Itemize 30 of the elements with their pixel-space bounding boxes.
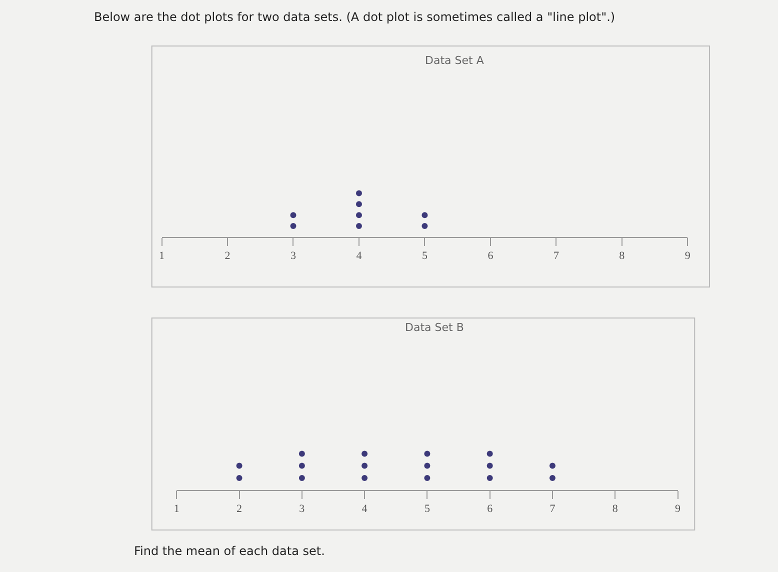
chart-title: Data Set A xyxy=(425,54,484,67)
point xyxy=(356,223,362,230)
point xyxy=(290,223,296,230)
x-tick-label: 8 xyxy=(612,503,618,516)
x-tick-label: 7 xyxy=(550,503,556,516)
x-tick-label: 9 xyxy=(675,503,682,516)
x-tick-label: 3 xyxy=(299,503,306,516)
x-tick-label: 5 xyxy=(422,250,428,262)
x-tick-label: 4 xyxy=(356,250,362,262)
x-tick-label: 2 xyxy=(224,250,230,262)
x-tick-label: 5 xyxy=(424,503,430,516)
point xyxy=(290,212,296,218)
x-tick-label: 8 xyxy=(619,250,626,262)
x-tick-label: 6 xyxy=(487,503,494,516)
x-tick-label: 4 xyxy=(362,503,368,516)
point xyxy=(356,201,362,208)
x-tick-label: 1 xyxy=(174,503,180,516)
point xyxy=(422,223,428,230)
text: Below are the dot plots for two data sets. (A dot plot is sometimes called a "line plot".) xyxy=(94,10,616,24)
chart-title: Data Set B xyxy=(405,321,464,334)
point xyxy=(356,190,362,196)
point xyxy=(356,212,362,218)
x-tick-label: 2 xyxy=(236,503,242,516)
point xyxy=(422,212,428,218)
x-tick-label: 1 xyxy=(159,250,165,262)
x-tick-label: 9 xyxy=(684,250,691,262)
text: Find the mean of each data set. xyxy=(134,544,325,558)
x-tick-label: 3 xyxy=(290,250,296,262)
x-tick-label: 6 xyxy=(488,250,494,262)
x-tick-label: 7 xyxy=(553,250,560,262)
